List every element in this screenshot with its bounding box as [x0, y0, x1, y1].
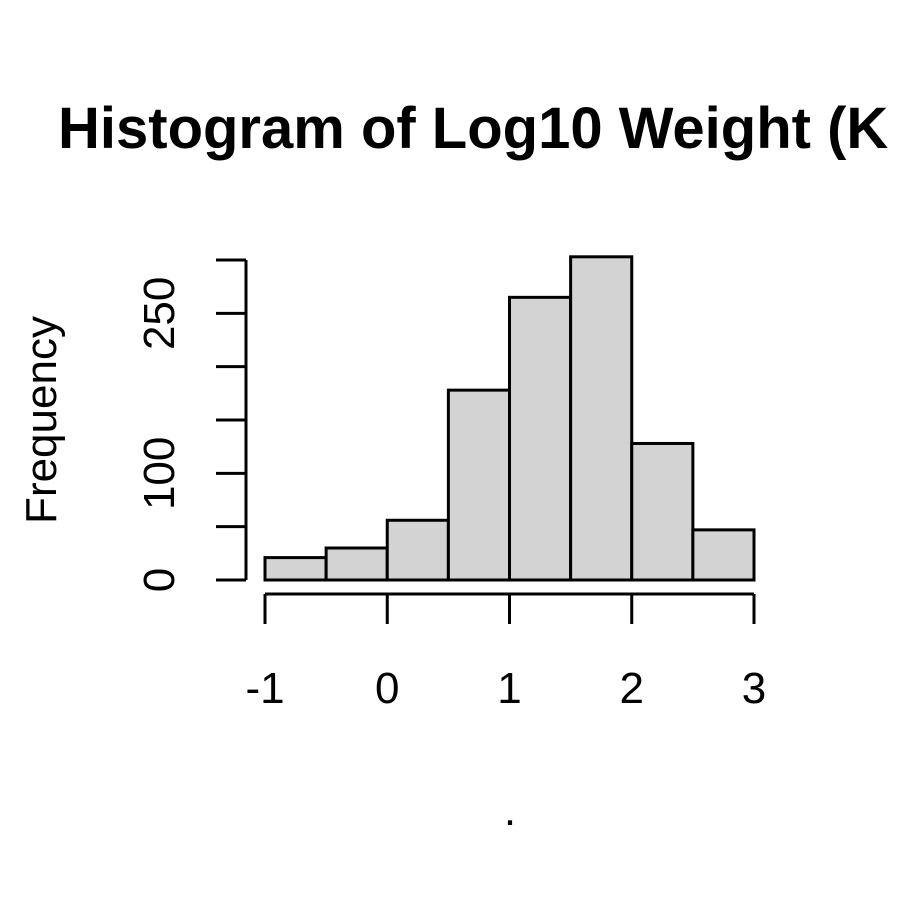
- histogram-bar-7: [691, 528, 756, 582]
- histogram-bar-1: [324, 546, 389, 582]
- histogram-bar-2: [385, 518, 450, 582]
- x-axis-label: .: [504, 786, 516, 835]
- bars-layer: [263, 255, 756, 582]
- y-axis-label: Frequency: [17, 316, 66, 524]
- y-tick-label-0: 0: [135, 568, 184, 592]
- x-tick-label-0: -1: [245, 664, 284, 713]
- histogram-bar-6: [630, 441, 695, 582]
- histogram-bar-4: [508, 295, 573, 582]
- histogram-bar-0: [263, 556, 328, 582]
- x-axis: -1 0 1 2 3: [245, 592, 766, 713]
- x-tick-label-4: 3: [742, 664, 766, 713]
- chart-title: Histogram of Log10 Weight (K: [58, 96, 888, 161]
- y-axis: 0 100 250: [135, 258, 248, 592]
- histogram-bar-3: [446, 388, 511, 582]
- x-tick-label-2: 1: [497, 664, 521, 713]
- histogram-bar-5: [569, 255, 634, 582]
- x-tick-label-3: 2: [620, 664, 644, 713]
- y-tick-label-5: 250: [135, 277, 184, 350]
- x-tick-label-1: 0: [375, 664, 399, 713]
- y-tick-label-2: 100: [135, 437, 184, 510]
